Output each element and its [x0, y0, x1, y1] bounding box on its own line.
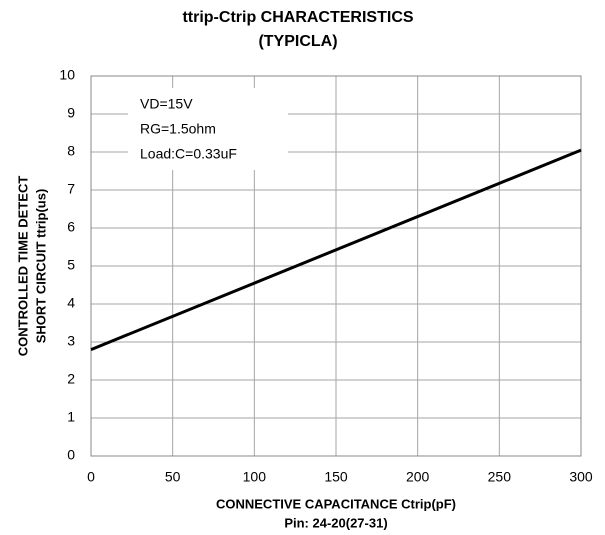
- x-tick-label: 300: [569, 469, 593, 485]
- y-tick-label: 10: [59, 67, 75, 83]
- y-tick-label: 5: [67, 257, 75, 273]
- y-tick-label: 2: [67, 371, 75, 387]
- line: [90, 148, 582, 351]
- y-label: CONTROLLED TIME DETECT SHORT CIRCUIT ttr…: [15, 176, 48, 357]
- y-tick-label: 8: [67, 143, 75, 159]
- x-tick-label: 0: [87, 469, 95, 485]
- x-tick-label: 50: [165, 469, 181, 485]
- plot-border: [90, 75, 582, 457]
- annotation-box: [128, 88, 288, 170]
- chart-title: ttrip-Ctrip CHARACTERISTICS: [182, 9, 413, 26]
- y-label-line: CONTROLLED TIME DETECT: [15, 176, 30, 357]
- y-tick-label: 9: [67, 105, 75, 121]
- y-tick-label: 4: [67, 295, 75, 311]
- x-tick-label: 150: [324, 469, 348, 485]
- chart-subtitle: (TYPICLA): [258, 33, 337, 50]
- y-tick-label: 3: [67, 333, 75, 349]
- annotation-line: Load:C=0.33uF: [140, 146, 237, 162]
- y-tick-label: 6: [67, 219, 75, 235]
- x-tick-label: 200: [406, 469, 430, 485]
- y-tick-label: 1: [67, 409, 75, 425]
- annotation-line: RG=1.5ohm: [140, 121, 216, 137]
- y-tick-label: 7: [67, 181, 75, 197]
- y-tick-label: 0: [67, 447, 75, 463]
- x-label: CONNECTIVE CAPACITANCE Ctrip(pF): [216, 496, 456, 511]
- annotation-line: VD=15V: [140, 96, 193, 112]
- x-label-note: Pin: 24-20(27-31): [284, 515, 387, 530]
- x-tick-label: 250: [488, 469, 512, 485]
- y-label-line: SHORT CIRCUIT ttrip(us): [33, 189, 48, 344]
- x-tick-label: 100: [243, 469, 267, 485]
